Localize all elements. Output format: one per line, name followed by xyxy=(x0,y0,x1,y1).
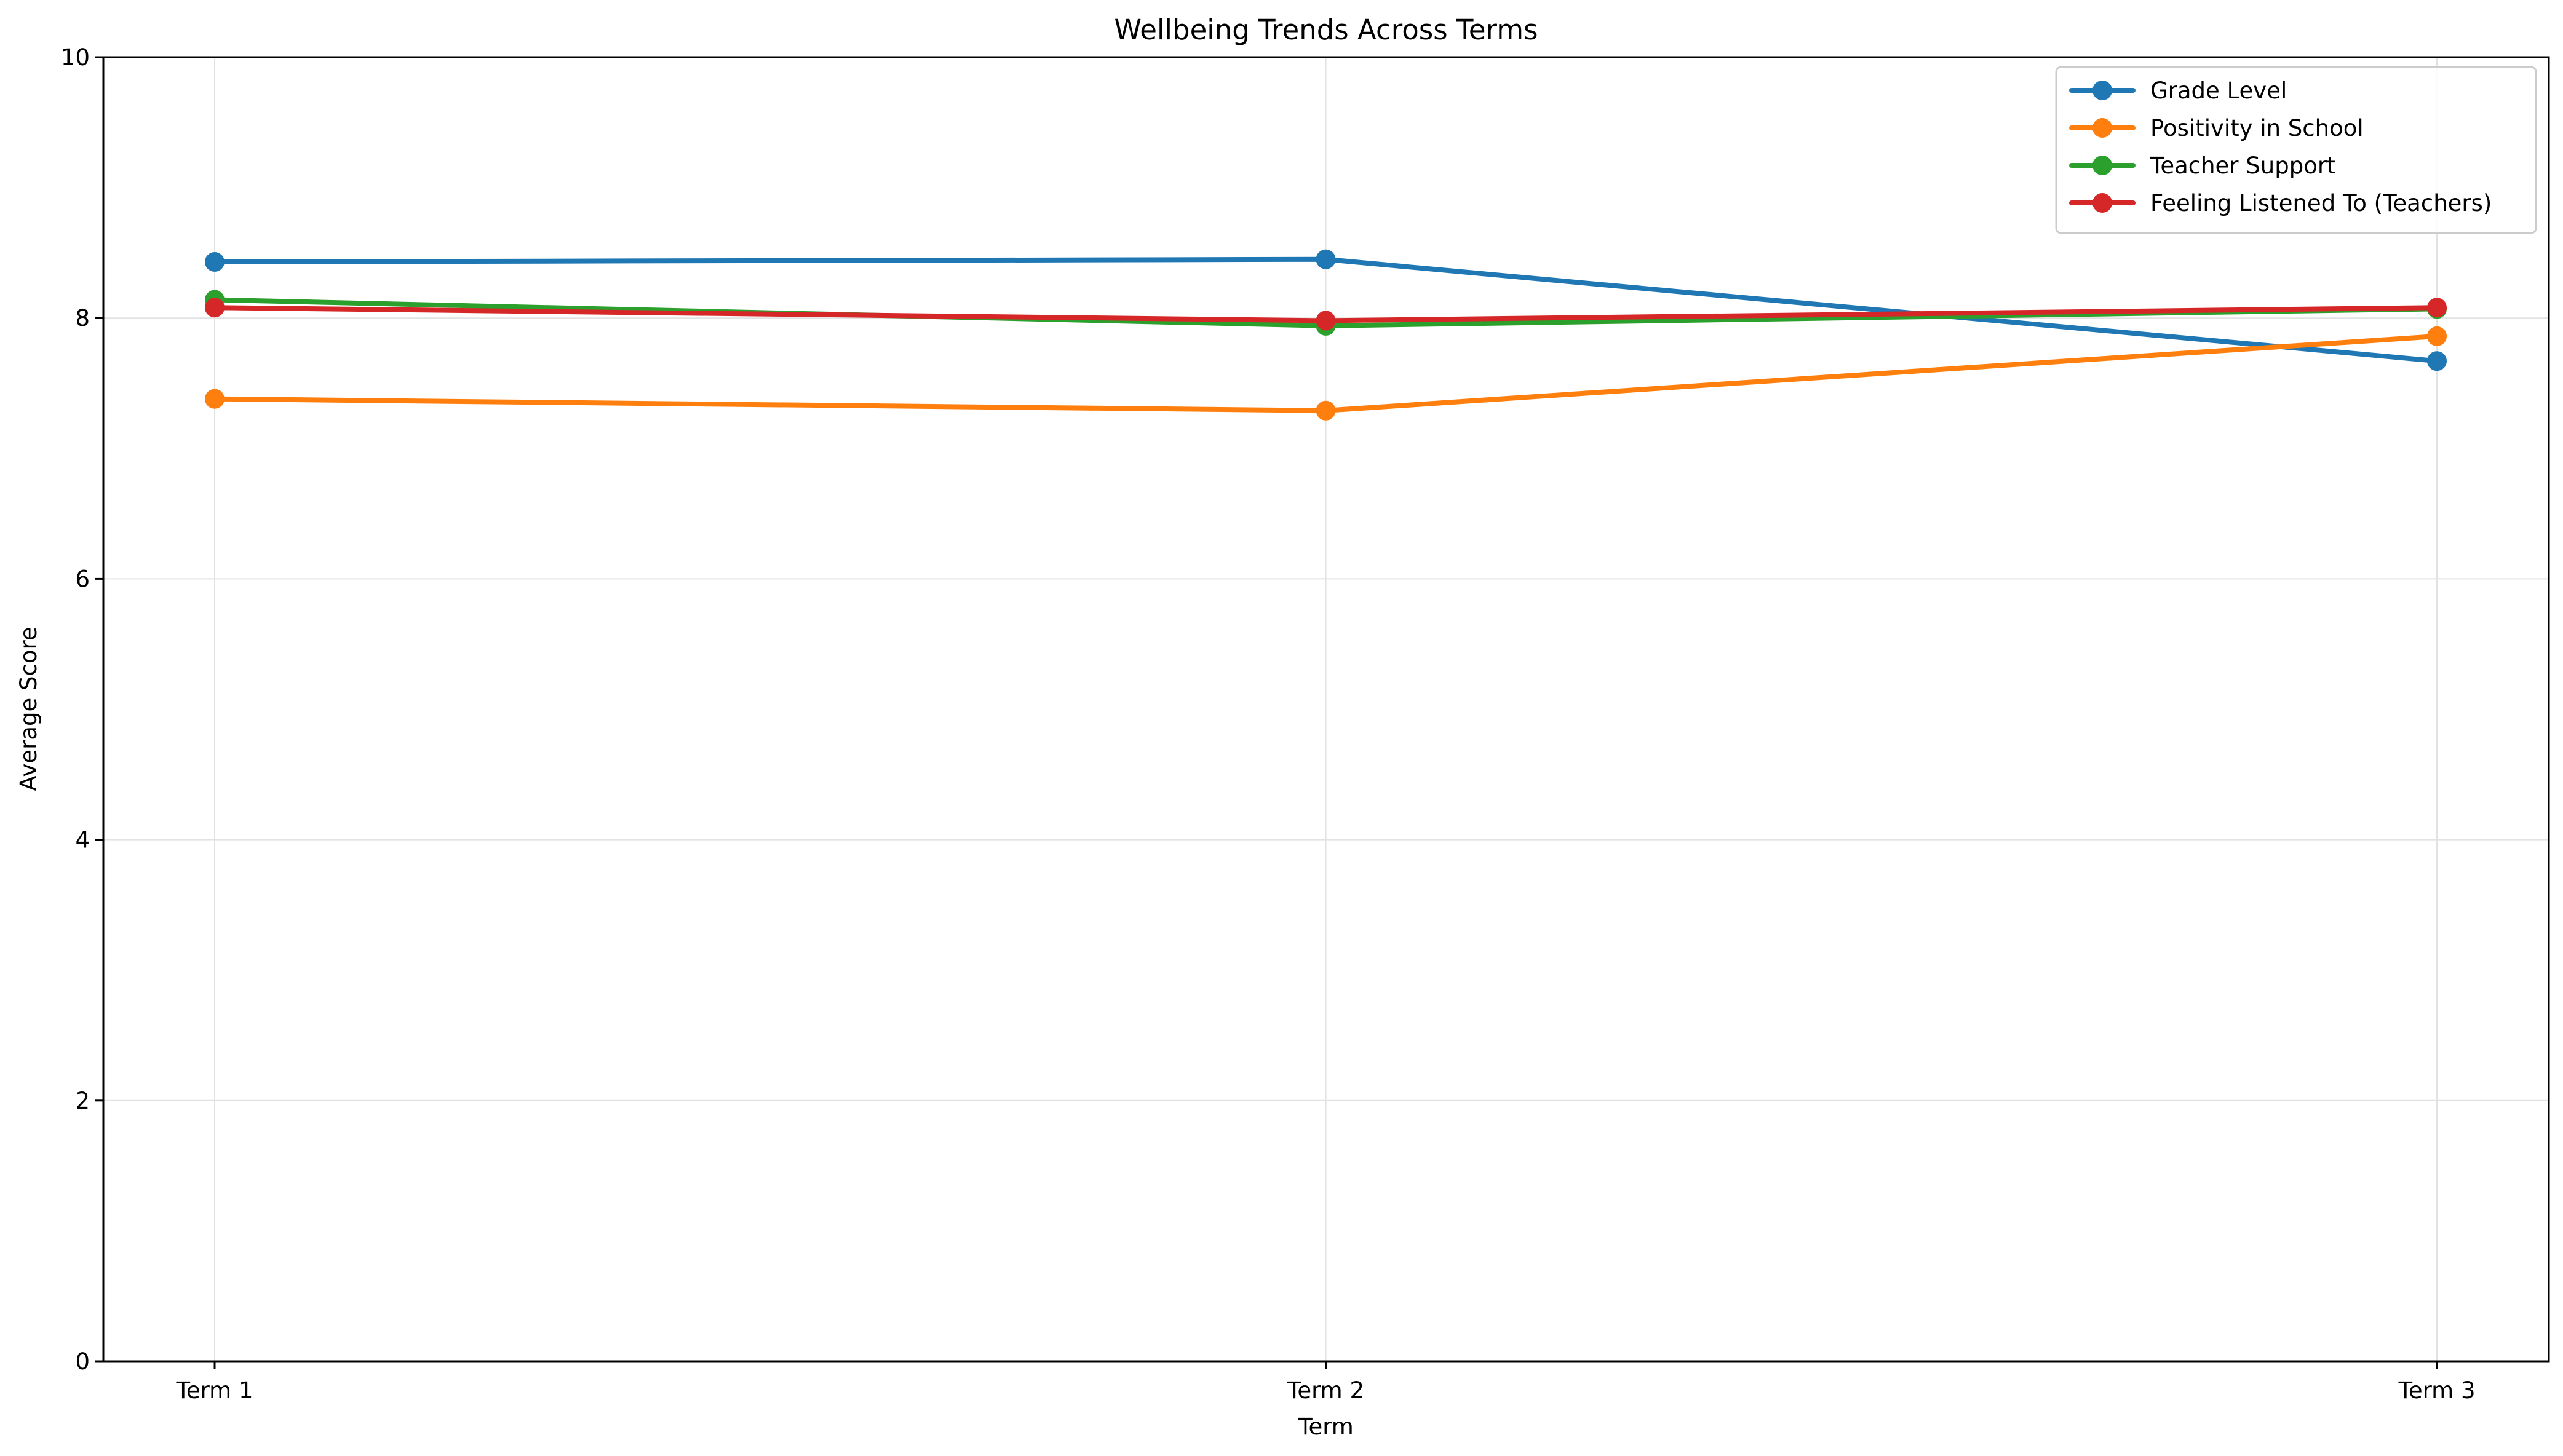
legend-label: Feeling Listened To (Teachers) xyxy=(2150,190,2492,216)
legend-box xyxy=(2055,66,2537,234)
legend-item: Positivity in School xyxy=(2069,115,2364,141)
data-point xyxy=(1316,311,1336,331)
y-tick-label: 6 xyxy=(75,566,90,592)
legend-item: Teacher Support xyxy=(2069,152,2336,179)
legend-marker xyxy=(2092,81,2112,100)
y-tick-label: 8 xyxy=(75,305,90,331)
legend-marker xyxy=(2092,156,2112,175)
data-point xyxy=(1316,400,1336,421)
data-point xyxy=(2427,351,2447,371)
legend-label: Positivity in School xyxy=(2150,115,2364,141)
y-tick-label: 0 xyxy=(75,1348,90,1375)
x-axis-label: Term xyxy=(1298,1414,1354,1440)
data-point xyxy=(2427,326,2447,346)
series-1 xyxy=(205,249,2447,371)
y-tick-label: 4 xyxy=(75,827,90,853)
chart-title: Wellbeing Trends Across Terms xyxy=(1114,14,1538,46)
legend-label: Grade Level xyxy=(2150,77,2287,104)
series-2 xyxy=(205,326,2447,421)
axis-ticks: 0 2 4 6 8 10 Term 1 Term 2 Term 3 xyxy=(61,44,2476,1404)
x-tick-label: Term 1 xyxy=(176,1377,253,1404)
x-tick-label: Term 2 xyxy=(1287,1377,1364,1404)
legend: Grade Level Positivity in School Teacher S… xyxy=(2055,66,2537,234)
y-axis-label: Average Score xyxy=(15,627,42,791)
data-point xyxy=(1316,249,1336,269)
data-point xyxy=(2427,298,2447,318)
y-tick-label: 10 xyxy=(61,44,90,71)
data-point xyxy=(205,251,225,272)
legend-item: Feeling Listened To (Teachers) xyxy=(2069,190,2492,216)
data-point xyxy=(205,389,225,409)
series-layer xyxy=(205,249,2447,421)
x-tick-label: Term 3 xyxy=(2398,1377,2476,1404)
legend-label: Teacher Support xyxy=(2150,152,2336,179)
legend-marker xyxy=(2092,193,2112,213)
data-point xyxy=(205,298,225,318)
legend-item: Grade Level xyxy=(2069,77,2287,104)
series-4 xyxy=(205,298,2447,331)
legend-marker xyxy=(2092,118,2112,138)
y-tick-label: 2 xyxy=(75,1088,90,1114)
